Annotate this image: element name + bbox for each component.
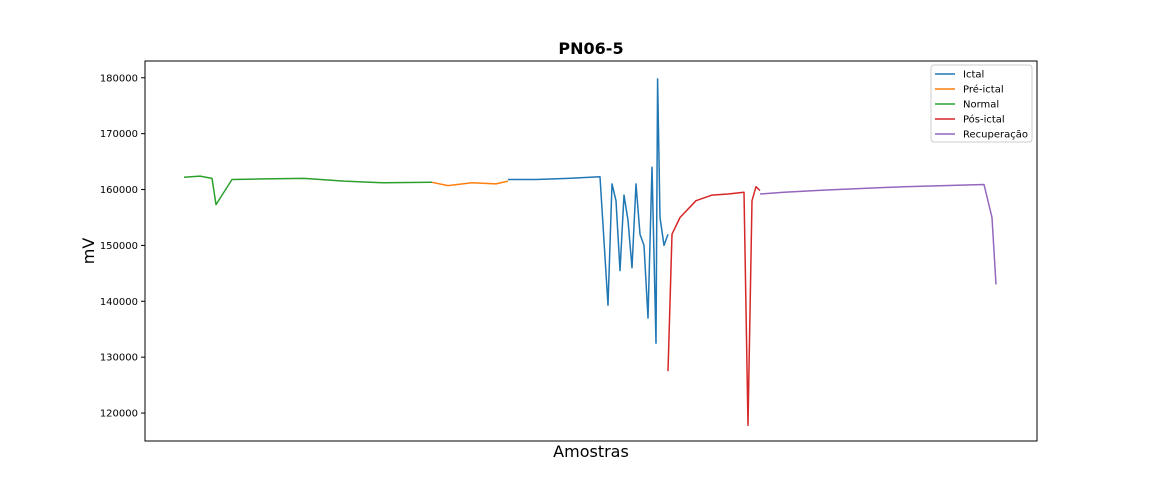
y-tick-label: 140000 — [100, 297, 138, 308]
y-tick-label: 180000 — [100, 73, 138, 84]
chart-title: PN06-5 — [558, 39, 623, 58]
y-tick-label: 120000 — [100, 409, 138, 420]
legend-label: Normal — [963, 100, 999, 111]
y-axis: 120000 130000 140000 150000 160000 170000 1800… — [100, 73, 145, 420]
series-line-4 — [759, 183, 997, 285]
series-line-2 — [183, 175, 433, 206]
series-line-1 — [431, 180, 509, 187]
legend-label: Ictal — [963, 70, 984, 81]
legend-box — [930, 64, 1033, 143]
legend-label: Recuperação — [963, 130, 1028, 141]
x-axis-label: Amostras — [553, 442, 629, 461]
legend-label: Pré-ictal — [963, 84, 1004, 96]
y-axis-label: mV — [79, 238, 98, 265]
y-tick-label: 130000 — [100, 353, 138, 364]
legend-label: Pós-ictal — [963, 114, 1005, 126]
series-layer — [183, 78, 997, 427]
plot-frame — [144, 60, 1038, 442]
y-tick-label: 160000 — [100, 185, 138, 196]
y-tick-label: 150000 — [100, 241, 138, 252]
legend: Ictal Pré-ictal Normal Pós-ictal Recuperação — [930, 64, 1033, 143]
series-line-3 — [667, 185, 761, 427]
y-tick-label: 170000 — [100, 129, 138, 140]
series-line-0 — [508, 78, 669, 344]
plot-background — [145, 61, 1037, 441]
